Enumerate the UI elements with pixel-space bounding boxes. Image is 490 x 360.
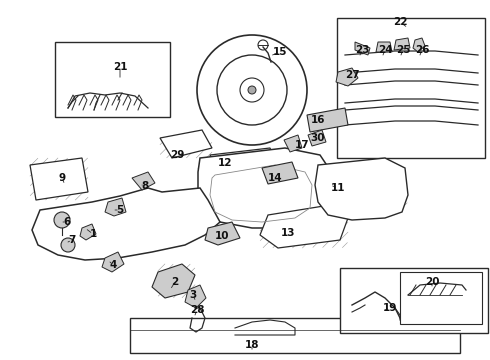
Text: 15: 15 bbox=[273, 47, 287, 57]
Polygon shape bbox=[413, 38, 425, 52]
Circle shape bbox=[54, 212, 70, 228]
Text: 14: 14 bbox=[268, 173, 282, 183]
Text: 12: 12 bbox=[218, 158, 232, 168]
Polygon shape bbox=[132, 172, 155, 190]
Text: 24: 24 bbox=[378, 45, 392, 55]
Bar bbox=[130, 318, 460, 353]
Polygon shape bbox=[102, 252, 124, 272]
Text: 10: 10 bbox=[215, 231, 229, 241]
Text: 8: 8 bbox=[142, 181, 148, 191]
Text: 11: 11 bbox=[331, 183, 345, 193]
Text: 22: 22 bbox=[393, 17, 407, 27]
Circle shape bbox=[248, 86, 256, 94]
Text: 13: 13 bbox=[281, 228, 295, 238]
Polygon shape bbox=[376, 42, 392, 52]
Text: 1: 1 bbox=[89, 229, 97, 239]
Polygon shape bbox=[185, 285, 206, 308]
Text: 28: 28 bbox=[190, 305, 204, 315]
Bar bbox=[337, 18, 485, 158]
Polygon shape bbox=[80, 224, 96, 240]
Polygon shape bbox=[394, 38, 410, 50]
Text: 25: 25 bbox=[396, 45, 410, 55]
Text: 3: 3 bbox=[189, 290, 196, 300]
Text: 23: 23 bbox=[355, 45, 369, 55]
Polygon shape bbox=[284, 135, 302, 152]
Text: 16: 16 bbox=[311, 115, 325, 125]
Polygon shape bbox=[262, 162, 298, 184]
Text: 27: 27 bbox=[344, 70, 359, 80]
Text: 9: 9 bbox=[58, 173, 66, 183]
Text: 5: 5 bbox=[117, 205, 123, 215]
Polygon shape bbox=[152, 264, 195, 298]
Polygon shape bbox=[315, 158, 408, 220]
Bar bbox=[400, 272, 482, 324]
Polygon shape bbox=[260, 205, 348, 248]
Polygon shape bbox=[205, 222, 240, 245]
Text: 2: 2 bbox=[172, 277, 179, 287]
Polygon shape bbox=[336, 68, 358, 86]
Text: 6: 6 bbox=[63, 217, 71, 227]
Text: 18: 18 bbox=[245, 340, 259, 350]
Polygon shape bbox=[198, 148, 330, 228]
Polygon shape bbox=[105, 198, 126, 216]
Text: 20: 20 bbox=[425, 277, 439, 287]
Polygon shape bbox=[210, 148, 278, 175]
Bar bbox=[55, 42, 170, 117]
Text: 17: 17 bbox=[294, 140, 309, 150]
Text: 30: 30 bbox=[311, 133, 325, 143]
Text: 19: 19 bbox=[383, 303, 397, 313]
Polygon shape bbox=[32, 188, 220, 260]
Circle shape bbox=[61, 238, 75, 252]
Polygon shape bbox=[307, 108, 348, 132]
Polygon shape bbox=[355, 42, 370, 55]
Text: 29: 29 bbox=[170, 150, 184, 160]
Text: 26: 26 bbox=[415, 45, 429, 55]
Text: 21: 21 bbox=[113, 62, 127, 72]
Polygon shape bbox=[160, 130, 212, 158]
Text: 7: 7 bbox=[68, 235, 75, 245]
Bar bbox=[340, 268, 488, 333]
Polygon shape bbox=[30, 158, 88, 200]
Text: 4: 4 bbox=[109, 260, 117, 270]
Polygon shape bbox=[308, 130, 326, 146]
